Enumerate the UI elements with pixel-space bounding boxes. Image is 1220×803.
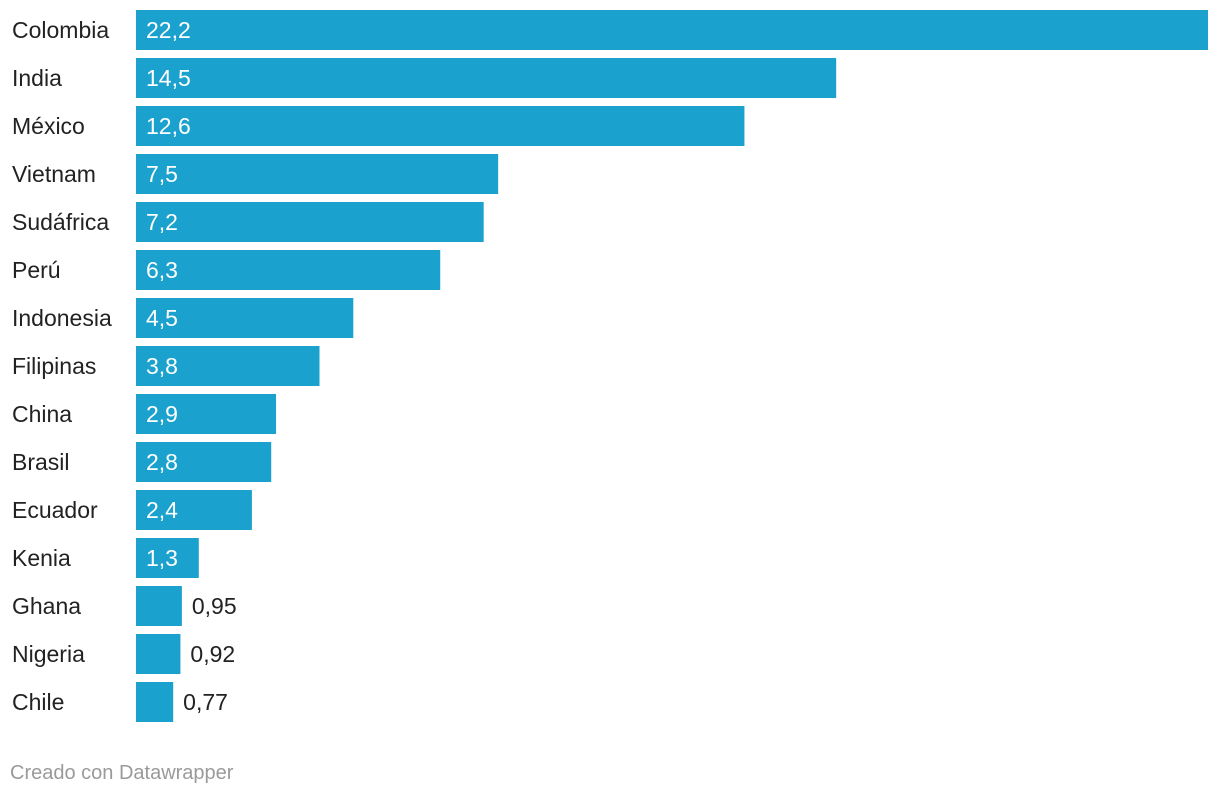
- value-label: 7,2: [146, 209, 178, 235]
- bar[interactable]: [136, 298, 354, 338]
- bar[interactable]: [136, 634, 181, 674]
- bar[interactable]: [136, 586, 182, 626]
- category-label: Nigeria: [12, 641, 85, 667]
- bar[interactable]: [136, 202, 484, 242]
- value-label: 1,3: [146, 545, 178, 571]
- category-label: Ecuador: [12, 497, 98, 523]
- category-label: India: [12, 65, 62, 91]
- value-label: 7,5: [146, 161, 178, 187]
- value-label: 4,5: [146, 305, 178, 331]
- value-label: 0,77: [183, 689, 228, 715]
- value-label: 22,2: [146, 17, 191, 43]
- bar[interactable]: [136, 106, 745, 146]
- value-label: 14,5: [146, 65, 191, 91]
- category-label: Perú: [12, 257, 61, 283]
- category-label: Sudáfrica: [12, 209, 109, 235]
- value-label: 3,8: [146, 353, 178, 379]
- category-label: Colombia: [12, 17, 109, 43]
- bar[interactable]: [136, 250, 441, 290]
- category-label: Indonesia: [12, 305, 112, 331]
- bar[interactable]: [136, 346, 320, 386]
- category-label: China: [12, 401, 72, 427]
- value-label: 0,92: [190, 641, 235, 667]
- bar[interactable]: [136, 490, 252, 530]
- bar[interactable]: [136, 10, 1208, 50]
- value-label: 0,95: [192, 593, 237, 619]
- category-label: México: [12, 113, 85, 139]
- credit-text[interactable]: Creado con Datawrapper: [10, 762, 234, 784]
- value-label: 2,8: [146, 449, 178, 475]
- bar[interactable]: [136, 682, 174, 722]
- bar[interactable]: [136, 154, 499, 194]
- value-label: 12,6: [146, 113, 191, 139]
- category-label: Filipinas: [12, 353, 96, 379]
- value-label: 2,4: [146, 497, 178, 523]
- category-label: Brasil: [12, 449, 70, 475]
- bar[interactable]: [136, 442, 272, 482]
- category-label: Vietnam: [12, 161, 96, 187]
- value-label: 6,3: [146, 257, 178, 283]
- bar[interactable]: [136, 394, 277, 434]
- category-label: Chile: [12, 689, 64, 715]
- bar[interactable]: [136, 58, 837, 98]
- value-label: 2,9: [146, 401, 178, 427]
- category-label: Kenia: [12, 545, 71, 571]
- category-label: Ghana: [12, 593, 81, 619]
- bar[interactable]: [136, 538, 199, 578]
